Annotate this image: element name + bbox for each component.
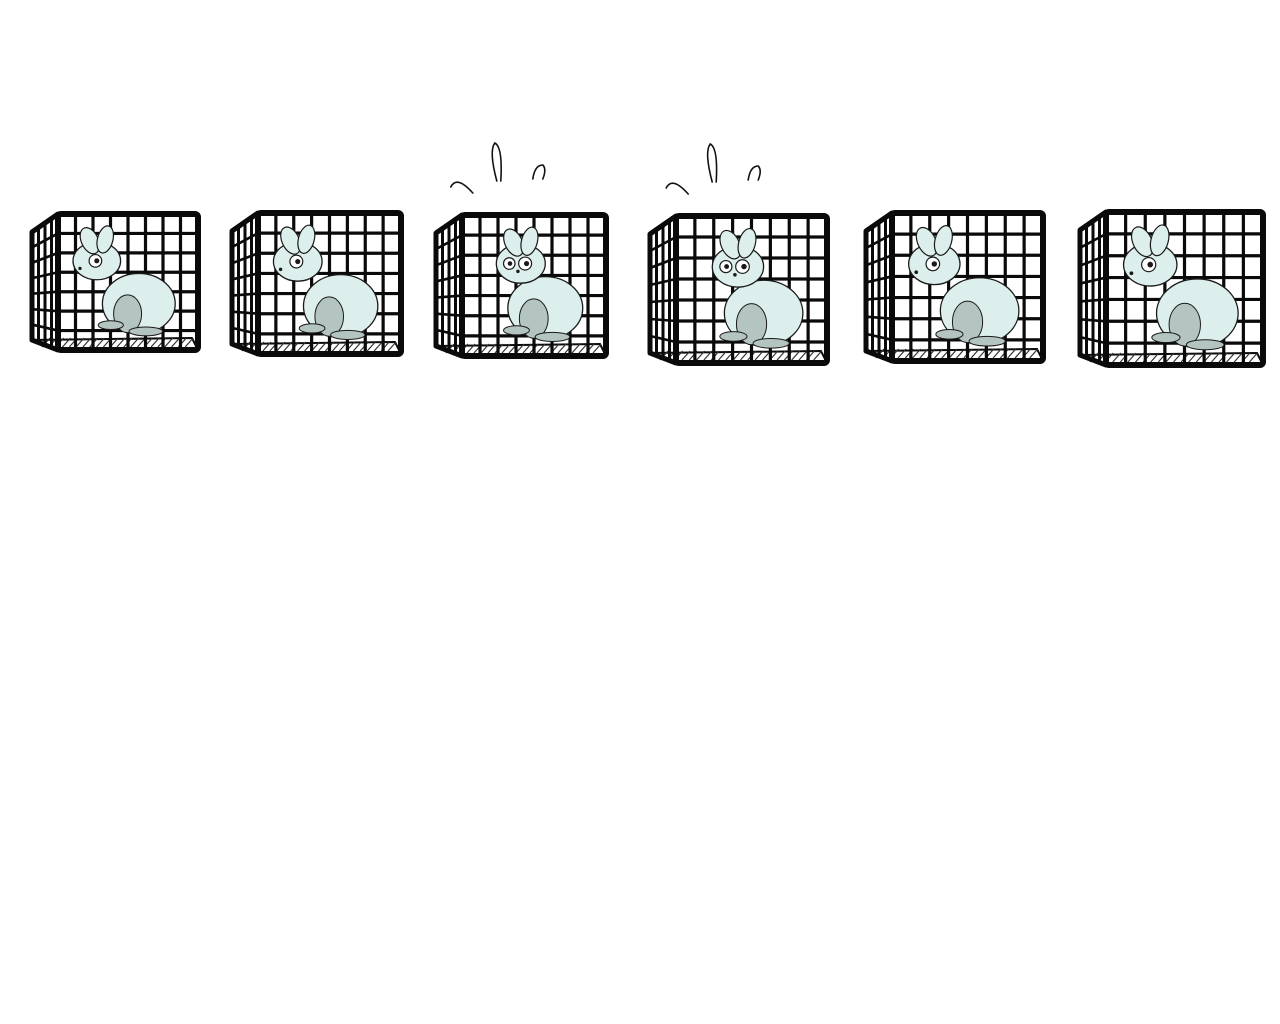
rabbit-icon (1122, 224, 1239, 351)
alert-marks-icon (450, 141, 546, 194)
rabbit-icon (908, 225, 1020, 347)
rabbit-icon (495, 226, 584, 342)
cage-1 (29, 211, 201, 353)
rabbit-icon (272, 224, 379, 340)
rabbit-icon (711, 227, 804, 349)
cage-3 (433, 141, 609, 359)
cage-icon (1077, 209, 1266, 368)
cage-row (29, 141, 1266, 368)
rabbit-icon (72, 225, 176, 337)
alert-marks-icon (665, 142, 761, 195)
cage-2 (229, 210, 404, 357)
cage-6 (1077, 209, 1266, 368)
cage-5 (863, 210, 1046, 364)
cage-side-bars (863, 210, 895, 364)
cage-4 (647, 142, 830, 366)
